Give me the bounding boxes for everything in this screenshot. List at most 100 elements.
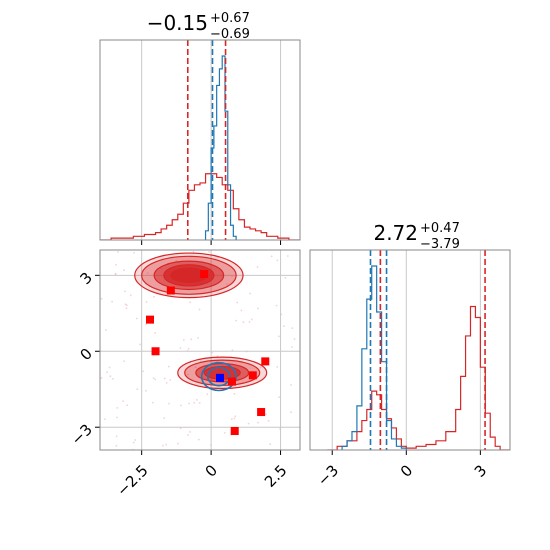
sample-point <box>134 439 137 441</box>
contour-group <box>100 250 296 450</box>
sample-point <box>290 384 292 386</box>
sample-point <box>105 329 107 331</box>
red-marker <box>151 347 160 356</box>
sample-point <box>198 308 201 311</box>
sample-point <box>109 375 112 378</box>
sample-point <box>248 321 251 323</box>
sample-point <box>103 418 106 421</box>
sample-point <box>179 347 182 349</box>
sample-point <box>277 335 280 338</box>
red-marker <box>257 408 266 417</box>
axes-frame <box>99 249 301 451</box>
sample-point <box>100 297 103 300</box>
sample-point <box>177 442 179 445</box>
x-tick-label: −2.5 <box>113 461 151 499</box>
sample-point <box>116 406 119 409</box>
sample-point <box>123 269 125 272</box>
histogram-series <box>341 265 407 450</box>
sample-point <box>279 428 281 430</box>
red-marker <box>230 427 239 436</box>
sample-point <box>132 441 135 444</box>
sample-point <box>165 443 168 446</box>
sample-point <box>114 272 117 275</box>
blue-contour <box>206 366 231 387</box>
sample-point <box>198 402 201 404</box>
sample-point <box>154 378 157 381</box>
red-marker <box>146 315 154 324</box>
sample-point <box>145 389 147 392</box>
sample-point <box>240 309 243 312</box>
title-minus: −0.69 <box>210 27 250 42</box>
sample-point <box>233 417 236 420</box>
sample-point <box>194 366 197 368</box>
sample-point <box>211 351 213 354</box>
sample-point <box>115 435 118 438</box>
sample-point <box>231 349 234 352</box>
histogram-series <box>327 305 510 450</box>
x-tick-label: −3 <box>314 461 342 489</box>
title-median: −0.15 <box>147 11 208 35</box>
sample-point <box>196 398 198 401</box>
sample-point <box>265 413 267 416</box>
sample-point <box>275 304 278 307</box>
sample-point <box>125 304 128 307</box>
sample-point <box>136 388 139 391</box>
sample-point <box>146 272 149 275</box>
x-tick-label: 0 <box>397 461 416 480</box>
sample-point <box>284 277 287 279</box>
histogram-group <box>327 250 510 450</box>
sample-point <box>163 417 166 420</box>
panel-title: 2.72 +0.47−3.79 <box>373 221 459 252</box>
title-plus: +0.67 <box>210 11 250 26</box>
sample-point <box>276 259 279 262</box>
sample-point <box>133 251 135 254</box>
histogram-group <box>100 40 300 240</box>
sample-point <box>179 427 182 430</box>
title-median: 2.72 <box>373 221 418 245</box>
sample-point <box>259 366 262 369</box>
sample-point <box>187 347 190 350</box>
axes-frame <box>309 249 511 451</box>
sample-point <box>250 318 253 321</box>
marginal-y-panel: −3 0 3 2.72 +0.47−3.79 <box>309 221 511 490</box>
sample-point <box>124 303 127 306</box>
sample-point <box>175 259 178 262</box>
sample-point <box>242 321 245 324</box>
marginal-x-panel: −0.15 +0.67−0.69 <box>99 11 301 245</box>
sample-point <box>197 336 199 339</box>
sample-point <box>280 313 283 316</box>
x-tick-label: 0 <box>202 461 221 480</box>
red-marker <box>200 270 209 279</box>
sample-point <box>165 381 168 384</box>
histogram-series <box>204 55 237 240</box>
x-tick-label: 2.5 <box>261 461 291 491</box>
sample-point <box>199 360 202 363</box>
sample-point <box>257 307 259 310</box>
sample-point <box>115 444 118 447</box>
sample-point <box>189 301 192 304</box>
sample-point <box>106 371 108 374</box>
sample-point <box>126 404 129 407</box>
sample-point <box>163 377 166 380</box>
sample-point <box>115 263 117 266</box>
sample-point <box>226 283 228 285</box>
blue-marker <box>216 373 224 382</box>
sample-point <box>236 301 239 304</box>
sample-point <box>153 295 155 298</box>
sample-point <box>230 418 233 421</box>
y-tick-label: 0 <box>77 345 96 364</box>
sample-point <box>189 431 191 433</box>
sample-point <box>116 416 118 419</box>
sample-point <box>188 402 191 405</box>
sample-point <box>233 392 236 395</box>
sample-point <box>111 377 114 380</box>
sample-point <box>208 251 210 253</box>
y-tick-label: 3 <box>77 269 96 288</box>
sample-point <box>167 365 170 368</box>
sample-point <box>290 411 293 414</box>
sample-point <box>116 250 119 253</box>
sample-point <box>169 379 172 381</box>
axes-frame <box>99 39 301 241</box>
sample-point <box>278 396 281 399</box>
sample-point <box>129 294 132 297</box>
